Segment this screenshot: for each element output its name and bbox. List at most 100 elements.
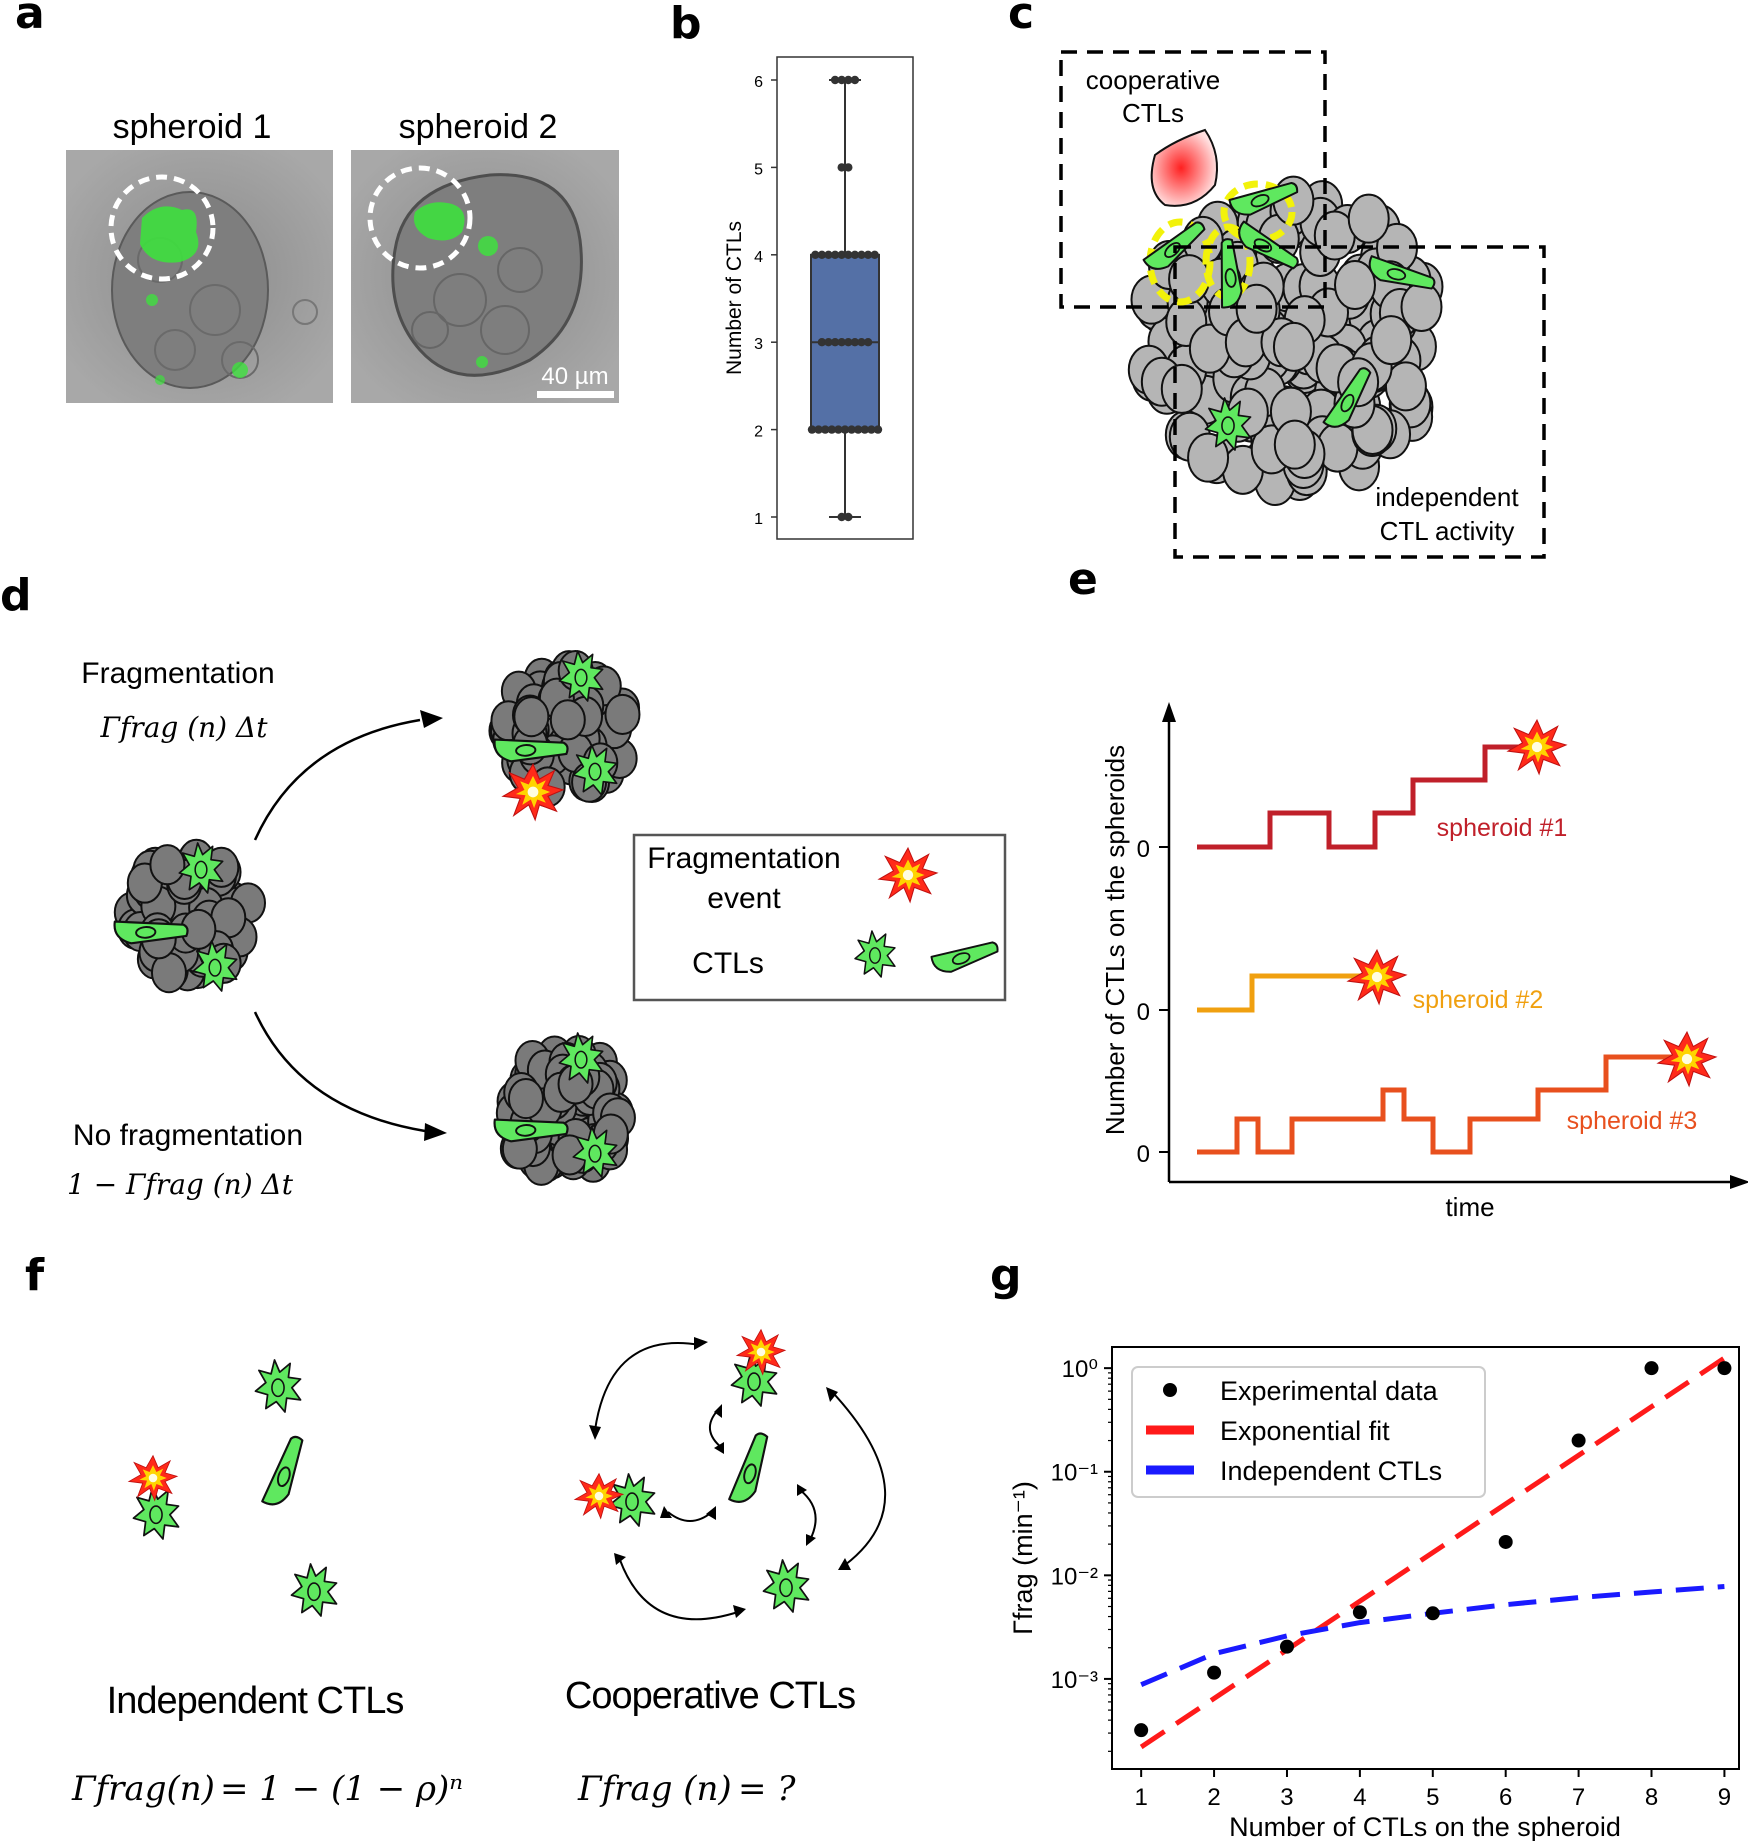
panel-g-plot: 1 2 3 4 5 6 7 8 9 10⁰ 10⁻¹ 10⁻² 10⁻³ Number of CTLs…	[1008, 1346, 1740, 1841]
panel-label-a: a	[15, 0, 45, 39]
boxplot-points	[807, 75, 883, 522]
spheroid-cell	[513, 696, 550, 738]
data-point	[873, 425, 883, 434]
spheroid-cell	[1384, 361, 1427, 412]
data-point	[821, 425, 830, 434]
data-point	[847, 425, 856, 434]
data-point	[844, 338, 853, 347]
data-point	[827, 425, 836, 434]
xtick-label: 8	[1645, 1784, 1658, 1811]
experimental-point	[1134, 1723, 1149, 1738]
experimental-point	[1571, 1433, 1586, 1448]
data-point	[850, 250, 860, 259]
spheroid-1-trace	[1197, 744, 1525, 850]
experimental-point	[1279, 1639, 1294, 1654]
data-point	[850, 338, 860, 347]
ytick-label: 10⁰	[1062, 1356, 1098, 1383]
experimental-point	[1498, 1534, 1513, 1549]
ytick-label: 3	[754, 336, 763, 353]
panel-f: Independent CTLs Γfrag(n) = 1 − (1 − ρ)ⁿ…	[71, 1329, 887, 1809]
panel-label-c: c	[1008, 0, 1034, 39]
data-point	[817, 338, 827, 347]
xtick-label: 7	[1572, 1784, 1585, 1811]
ytick-label: 10⁻²	[1051, 1563, 1098, 1590]
panel-d-legend: Fragmentation event CTLs	[632, 833, 1007, 1002]
panel-label-e: e	[1068, 554, 1098, 605]
spheroid-cell	[1333, 260, 1376, 311]
spheroid-1-title: spheroid 1	[113, 108, 272, 146]
ytick-label: 6	[754, 74, 763, 91]
boxplot-ylabel: Number of CTLs	[723, 221, 746, 375]
panel-e-ylabel: Number of CTLs on the spheroids	[1100, 745, 1130, 1135]
scale-bar-label: 40 µm	[541, 363, 608, 390]
spheroid-cell	[149, 844, 186, 886]
data-point	[814, 425, 823, 434]
xtick-label: 2	[1207, 1784, 1220, 1811]
ytick-label: 2	[754, 424, 763, 441]
data-point	[837, 338, 846, 347]
data-point	[863, 250, 873, 259]
data-point	[824, 338, 833, 347]
data-point	[844, 75, 853, 85]
spheroid-cell	[549, 699, 586, 741]
boxplot-frame	[776, 56, 914, 540]
cooperative-label-line1: cooperative	[1086, 65, 1220, 95]
plot-ylabel: Γfrag (min⁻¹)	[1008, 1481, 1038, 1635]
spheroid-2-trace	[1197, 973, 1366, 1013]
micrograph-1	[66, 150, 333, 403]
panel-b-boxplot: Number of CTLs 1 2 3 4 5 6	[723, 56, 914, 540]
experimental-point	[1352, 1605, 1367, 1620]
plot-frame	[1111, 1346, 1740, 1770]
fragmentation-title: Fragmentation	[81, 657, 274, 690]
ytick-label: 1	[754, 511, 763, 528]
plot-xlabel: Number of CTLs on the spheroid	[1229, 1812, 1621, 1841]
panel-d: Fragmentation Γfrag (n) Δt No fragmentat…	[67, 650, 1007, 1201]
data-point	[863, 338, 873, 347]
cooperative-formula-rhs: = ?	[738, 1769, 796, 1809]
plot-legend: Experimental data Exponential fit Indepe…	[1131, 1366, 1486, 1498]
plot-points	[1134, 1361, 1732, 1738]
xtick-label: 1	[1134, 1784, 1147, 1811]
spheroid-3-trace	[1197, 1054, 1680, 1155]
spheroid-cell	[604, 693, 641, 735]
panel-label-b: b	[670, 0, 702, 49]
ytick-label: 10⁻¹	[1051, 1460, 1098, 1487]
independent-ctls-title: Independent CTLs	[107, 1680, 404, 1722]
panel-label-f: f	[25, 1250, 45, 1301]
ytick-label: 5	[754, 161, 763, 178]
data-point	[837, 163, 846, 172]
legend-ctls-label: CTLs	[692, 947, 764, 980]
data-point	[807, 425, 817, 434]
xtick-label: 4	[1353, 1784, 1366, 1811]
spheroid-cell	[507, 1078, 544, 1120]
independent-ctls-line	[1140, 1584, 1725, 1688]
data-point	[830, 250, 840, 259]
xtick-label: 6	[1499, 1784, 1512, 1811]
arrows	[253, 718, 426, 1133]
data-point	[834, 425, 843, 434]
data-point	[854, 425, 863, 434]
independent-label-line1: independent	[1375, 482, 1519, 512]
no-fragmentation-formula: 1 − Γfrag (n) Δt	[67, 1168, 294, 1201]
cooperative-region: cooperative CTLs	[1059, 50, 1327, 310]
spheroid-cell	[1370, 315, 1413, 366]
panel-label-d: d	[0, 570, 32, 621]
legend-fragmentation-line2: event	[707, 882, 781, 915]
experimental-point	[1644, 1361, 1659, 1376]
xtick-label: 5	[1426, 1784, 1439, 1811]
zero-label-3: 0	[1137, 1141, 1150, 1168]
data-point	[837, 75, 846, 85]
independent-label-line2: CTL activity	[1380, 516, 1515, 546]
data-point	[844, 512, 853, 522]
data-point	[837, 512, 846, 522]
spheroid-1-label: spheroid #1	[1437, 814, 1568, 842]
exponential-fit-line	[1139, 1356, 1726, 1750]
cooperative-formula-lhs: Γfrag (n)	[577, 1769, 732, 1809]
boxplot-yticks: 1 2 3 4 5 6	[754, 74, 777, 528]
plot-xticks: 1 2 3 4 5 6 7 8 9	[1134, 1769, 1731, 1811]
data-point	[867, 425, 876, 434]
plot-yticks: 10⁰ 10⁻¹ 10⁻² 10⁻³	[1051, 1356, 1112, 1752]
panel-label-g: g	[990, 1250, 1022, 1301]
panel-a: spheroid 1 spheroid 2	[66, 108, 619, 403]
fragmentation-formula: Γfrag (n) Δt	[100, 711, 269, 744]
